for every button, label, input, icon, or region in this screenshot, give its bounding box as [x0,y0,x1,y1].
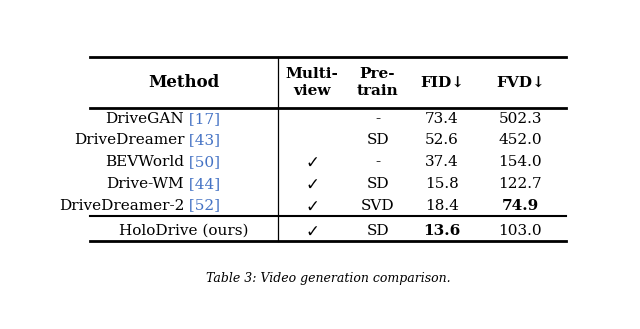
Text: 73.4: 73.4 [425,112,459,126]
Text: Pre-
train: Pre- train [356,67,399,98]
Text: 502.3: 502.3 [499,112,542,126]
Text: 18.4: 18.4 [425,199,459,213]
Text: FID↓: FID↓ [420,76,464,89]
Text: Multi-
view: Multi- view [285,67,339,98]
Text: [50]: [50] [184,155,220,169]
Text: BEVWorld: BEVWorld [105,155,184,169]
Text: 37.4: 37.4 [425,155,459,169]
Text: 74.9: 74.9 [502,199,539,213]
Text: $\checkmark$: $\checkmark$ [305,221,319,240]
Text: -: - [375,112,380,126]
Text: FVD↓: FVD↓ [496,76,545,89]
Text: 52.6: 52.6 [425,134,459,147]
Text: $\checkmark$: $\checkmark$ [305,197,319,215]
Text: DriveDreamer: DriveDreamer [74,134,184,147]
Text: 103.0: 103.0 [499,224,542,238]
Text: [52]: [52] [184,199,220,213]
Text: DriveDreamer-2: DriveDreamer-2 [59,199,184,213]
Text: [44]: [44] [184,177,220,191]
Text: DriveGAN: DriveGAN [106,112,184,126]
Text: HoloDrive (ours): HoloDrive (ours) [120,224,249,238]
Text: SD: SD [366,224,389,238]
Text: Table 3: Video generation comparison.: Table 3: Video generation comparison. [205,272,451,285]
Text: $\checkmark$: $\checkmark$ [305,153,319,171]
Text: [17]: [17] [184,112,220,126]
Text: 13.6: 13.6 [424,224,461,238]
Text: [43]: [43] [184,134,220,147]
Text: $\checkmark$: $\checkmark$ [305,175,319,193]
Text: SD: SD [366,134,389,147]
Text: -: - [375,155,380,169]
Text: Drive-WM: Drive-WM [106,177,184,191]
Text: 154.0: 154.0 [499,155,542,169]
Text: 122.7: 122.7 [499,177,542,191]
Text: SVD: SVD [361,199,394,213]
Text: SD: SD [366,177,389,191]
Text: 15.8: 15.8 [425,177,459,191]
Text: 452.0: 452.0 [499,134,542,147]
Text: Method: Method [148,74,220,91]
